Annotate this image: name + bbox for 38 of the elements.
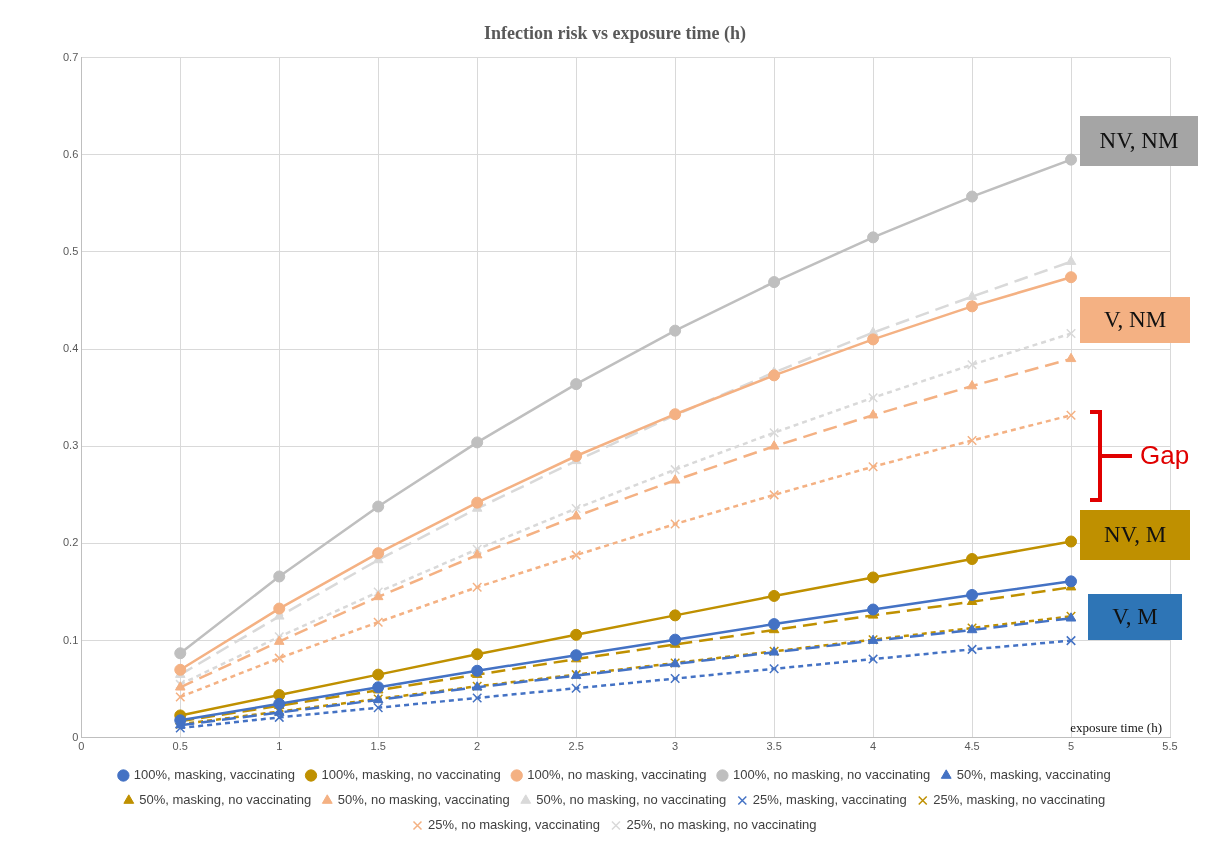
annotation: NV, M	[1080, 510, 1190, 560]
x-tick-label: 1	[276, 740, 283, 753]
legend-label: 100%, masking, no vaccinating	[321, 767, 501, 783]
y-tick-label: 0.3	[62, 439, 79, 452]
y-tick-label: 0.7	[62, 50, 79, 63]
legend-label: 50%, masking, vaccinating	[956, 767, 1111, 783]
x-tick-label: 1.5	[370, 740, 386, 753]
legend-label: 25%, masking, vaccinating	[752, 792, 907, 808]
annotation: Gap	[1140, 440, 1190, 471]
legend-label: 100%, no masking, no vaccinating	[732, 767, 931, 783]
legend-label: 50%, no masking, no vaccinating	[536, 792, 727, 808]
legend-label: 25%, no masking, no vaccinating	[626, 817, 817, 833]
chart-title: Infection risk vs exposure time (h)	[483, 23, 747, 45]
annotation: NV, NM	[1080, 116, 1198, 166]
legend-label: 50%, no masking, vaccinating	[337, 792, 510, 808]
x-tick-label: 0.5	[172, 740, 188, 753]
y-tick-label: 0.1	[62, 633, 79, 646]
y-tick-label: 0.5	[62, 244, 79, 257]
x-tick-label: 5.5	[1162, 740, 1178, 753]
x-tick-label: 3.5	[766, 740, 782, 753]
annotation: V, M	[1088, 594, 1182, 640]
x-tick-label: 4.5	[964, 740, 980, 753]
legend-label: 100%, no masking, vaccinating	[527, 767, 707, 783]
x-axis-title: exposure time (h)	[1070, 719, 1162, 735]
x-tick-label: 2	[474, 740, 481, 753]
y-tick-label: 0	[72, 730, 79, 743]
legend-label: 50%, masking, no vaccinating	[139, 792, 312, 808]
annotation: V, NM	[1080, 297, 1190, 343]
legend-label: 25%, masking, no vaccinating	[933, 792, 1106, 808]
legend-label: 100%, masking, vaccinating	[133, 767, 296, 783]
legend-label: 25%, no masking, vaccinating	[427, 817, 600, 833]
x-tick-label: 3	[672, 740, 679, 753]
y-tick-label: 0.6	[62, 147, 79, 160]
x-tick-label: 2.5	[568, 740, 584, 753]
y-tick-label: 0.4	[62, 342, 79, 355]
x-tick-label: 5	[1067, 740, 1075, 753]
x-tick-label: 4	[870, 740, 877, 753]
y-tick-label: 0.2	[62, 536, 79, 549]
